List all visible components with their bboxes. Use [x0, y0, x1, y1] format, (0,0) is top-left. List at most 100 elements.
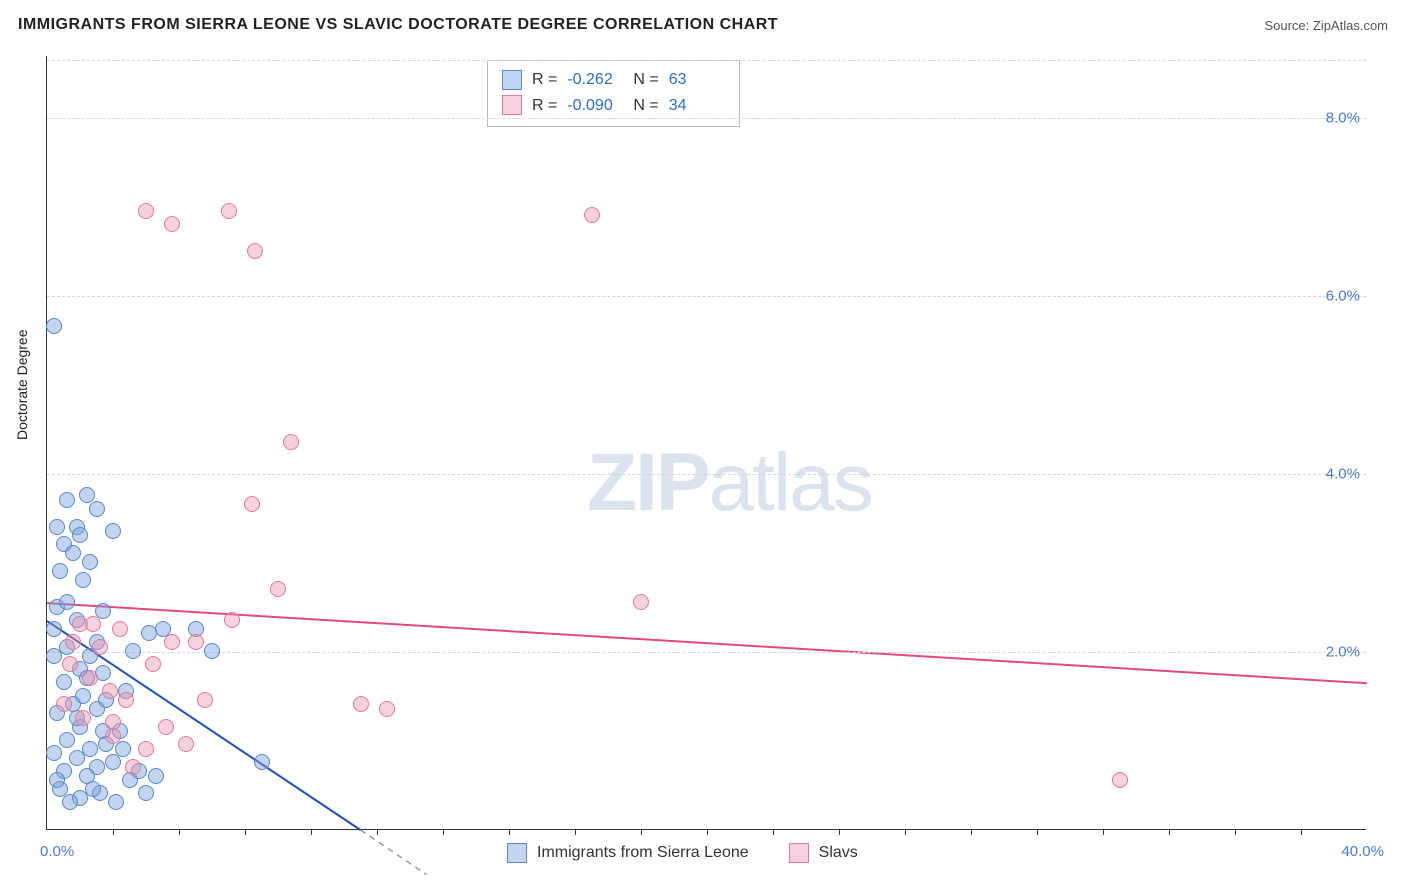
data-point — [89, 501, 105, 517]
data-point — [65, 634, 81, 650]
x-tick — [1235, 829, 1236, 835]
data-point — [125, 643, 141, 659]
data-point — [224, 612, 240, 628]
x-tick — [311, 829, 312, 835]
data-point — [49, 519, 65, 535]
legend-swatch — [789, 843, 809, 863]
data-point — [49, 772, 65, 788]
x-tick — [773, 829, 774, 835]
x-tick — [113, 829, 114, 835]
watermark: ZIPatlas — [587, 436, 872, 530]
x-tick — [377, 829, 378, 835]
data-point — [105, 754, 121, 770]
data-point — [56, 696, 72, 712]
data-point — [95, 603, 111, 619]
x-tick — [179, 829, 180, 835]
data-point — [105, 714, 121, 730]
x-axis-max-label: 40.0% — [1341, 843, 1384, 860]
data-point — [62, 656, 78, 672]
y-tick-label: 2.0% — [1326, 644, 1360, 661]
data-point — [102, 683, 118, 699]
data-point — [125, 759, 141, 775]
data-point — [1112, 772, 1128, 788]
data-point — [75, 572, 91, 588]
data-point — [108, 794, 124, 810]
data-point — [633, 594, 649, 610]
x-tick — [1301, 829, 1302, 835]
n-value: 34 — [669, 93, 725, 119]
data-point — [52, 563, 68, 579]
watermark-zip: ZIP — [587, 437, 709, 528]
data-point — [75, 710, 91, 726]
data-point — [65, 545, 81, 561]
data-point — [59, 594, 75, 610]
y-axis-title: Doctorate Degree — [14, 329, 30, 440]
data-point — [69, 750, 85, 766]
gridline — [47, 60, 1366, 61]
legend-swatch — [507, 843, 527, 863]
data-point — [138, 203, 154, 219]
data-point — [105, 523, 121, 539]
stats-row: R =-0.262N =63 — [502, 67, 725, 93]
data-point — [138, 785, 154, 801]
data-point — [270, 581, 286, 597]
chart-title: IMMIGRANTS FROM SIERRA LEONE VS SLAVIC D… — [18, 16, 778, 34]
data-point — [188, 634, 204, 650]
data-point — [584, 207, 600, 223]
data-point — [56, 674, 72, 690]
correlation-stats-box: R =-0.262N =63R =-0.090N =34 — [487, 60, 740, 127]
trend-lines — [47, 56, 1366, 829]
y-tick-label: 4.0% — [1326, 466, 1360, 483]
n-label: N = — [633, 67, 658, 93]
data-point — [158, 719, 174, 735]
n-label: N = — [633, 93, 658, 119]
n-value: 63 — [669, 67, 725, 93]
y-tick-label: 6.0% — [1326, 288, 1360, 305]
gridline — [47, 474, 1366, 475]
series-legend: Immigrants from Sierra Leone Slavs — [507, 843, 858, 863]
data-point — [283, 434, 299, 450]
r-value: -0.090 — [567, 93, 623, 119]
legend-label: Slavs — [819, 844, 858, 862]
data-point — [59, 492, 75, 508]
data-point — [92, 639, 108, 655]
data-point — [115, 741, 131, 757]
data-point — [164, 634, 180, 650]
y-tick-label: 8.0% — [1326, 110, 1360, 127]
x-tick — [905, 829, 906, 835]
x-tick — [509, 829, 510, 835]
r-label: R = — [532, 67, 557, 93]
x-tick — [443, 829, 444, 835]
data-point — [148, 768, 164, 784]
x-tick — [1169, 829, 1170, 835]
x-tick — [1103, 829, 1104, 835]
data-point — [254, 754, 270, 770]
data-point — [46, 648, 62, 664]
stats-row: R = -0.090 N = 34 — [502, 93, 725, 119]
data-point — [72, 527, 88, 543]
data-point — [138, 741, 154, 757]
data-point — [59, 732, 75, 748]
data-point — [379, 701, 395, 717]
data-point — [204, 643, 220, 659]
data-point — [46, 621, 62, 637]
legend-item: Slavs — [789, 843, 858, 863]
gridline — [47, 652, 1366, 653]
r-label: R = — [532, 93, 557, 119]
data-point — [145, 656, 161, 672]
x-tick — [971, 829, 972, 835]
legend-swatch — [502, 95, 522, 115]
data-point — [85, 616, 101, 632]
chart-header: IMMIGRANTS FROM SIERRA LEONE VS SLAVIC D… — [0, 0, 1406, 50]
data-point — [353, 696, 369, 712]
data-point — [82, 670, 98, 686]
data-point — [221, 203, 237, 219]
x-tick — [1037, 829, 1038, 835]
legend-label: Immigrants from Sierra Leone — [537, 844, 749, 862]
legend-swatch — [502, 70, 522, 90]
data-point — [46, 318, 62, 334]
data-point — [118, 692, 134, 708]
data-point — [112, 621, 128, 637]
data-point — [178, 736, 194, 752]
gridline — [47, 296, 1366, 297]
